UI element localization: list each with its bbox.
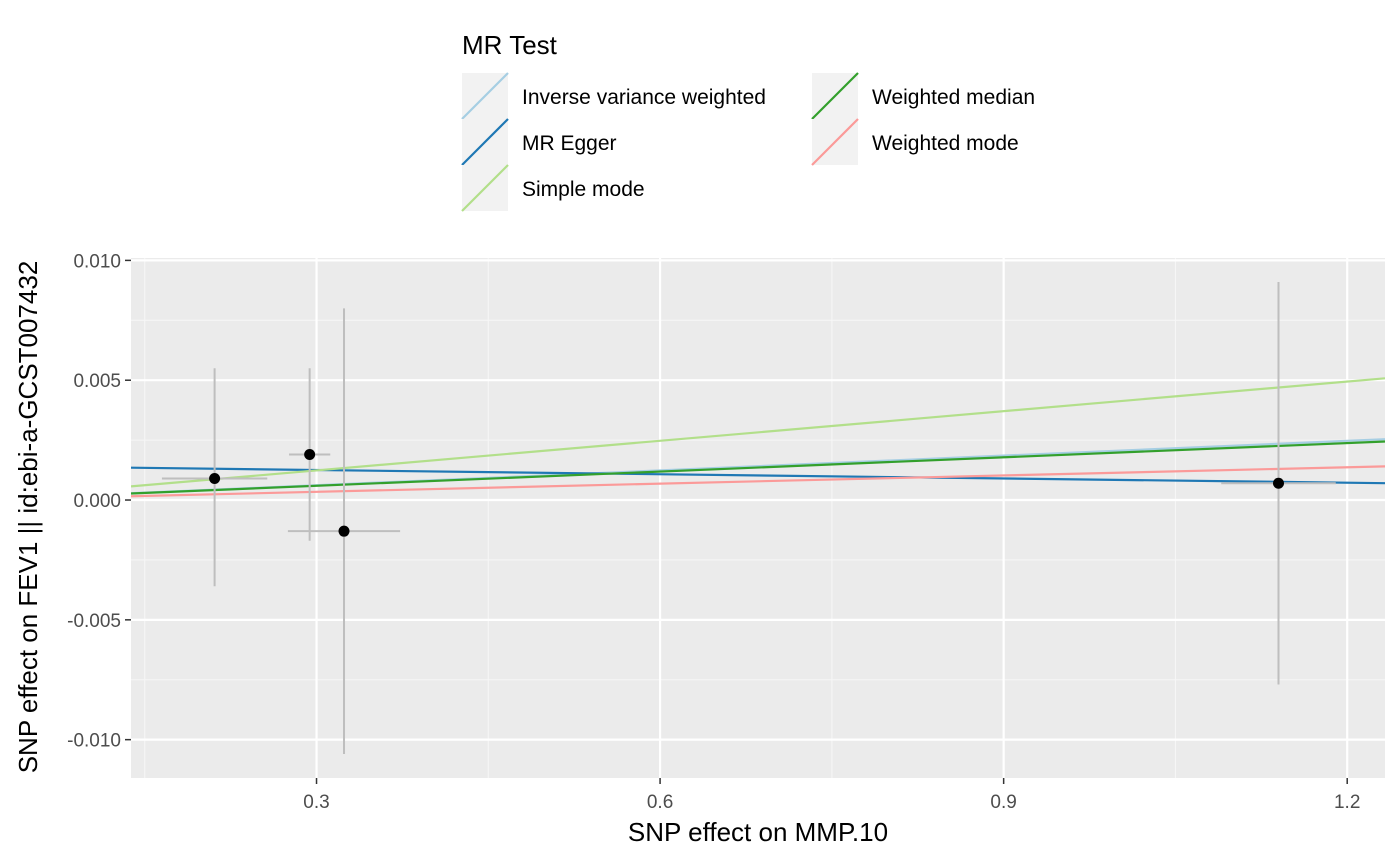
legend-title: MR Test [462,30,558,60]
legend: MR Test Inverse variance weighted MR Egge… [461,30,1035,212]
fit-line-mr-egger [131,466,1385,485]
plot-panel [131,258,1385,778]
legend-label: Weighted median [872,86,1035,109]
fit-line-weighted-median [131,440,1385,495]
x-axis: 0.3 0.6 0.9 1.2 [303,778,1360,813]
legend-key-line [461,164,509,212]
legend-key-line [461,118,509,166]
x-tick-label: 0.9 [990,792,1016,813]
legend-label: Simple mode [522,178,645,201]
data-point [338,525,350,537]
legend-key-line [811,118,859,166]
legend-key-line [461,72,509,120]
y-tick-label: 0.005 [73,371,121,392]
grid-minor [131,258,1385,778]
y-tick-label: -0.005 [67,611,121,632]
legend-entry: Weighted median [811,72,1035,120]
legend-entries: Inverse variance weighted MR Egger Simple … [461,72,1035,212]
legend-entry: Weighted mode [811,118,1019,166]
y-tick-label: -0.010 [67,731,121,752]
legend-entry: Simple mode [461,164,645,212]
legend-label: MR Egger [522,132,617,155]
legend-entry: MR Egger [461,118,617,166]
legend-key-line [811,72,859,120]
data-point [304,448,316,460]
data-points [209,448,1284,537]
data-point [209,472,221,484]
x-tick-label: 1.2 [1334,792,1360,813]
x-tick-label: 0.6 [647,792,673,813]
fit-lines [131,377,1385,498]
legend-entry: Inverse variance weighted [461,72,766,120]
y-axis-title: SNP effect on FEV1 || id:ebi-a-GCST00743… [13,261,43,774]
legend-label: Inverse variance weighted [522,86,766,109]
x-tick-label: 0.3 [303,792,329,813]
fit-line-weighted-mode [131,465,1385,498]
y-axis: -0.010 -0.005 0.000 0.005 0.010 [67,251,131,752]
legend-label: Weighted mode [872,132,1019,155]
y-tick-label: 0.000 [73,491,121,512]
data-point [1272,477,1284,489]
x-axis-title: SNP effect on MMP.10 [628,817,888,847]
y-tick-label: 0.010 [73,251,121,272]
grid-major [131,258,1385,778]
fit-line-simple-mode [131,377,1385,488]
